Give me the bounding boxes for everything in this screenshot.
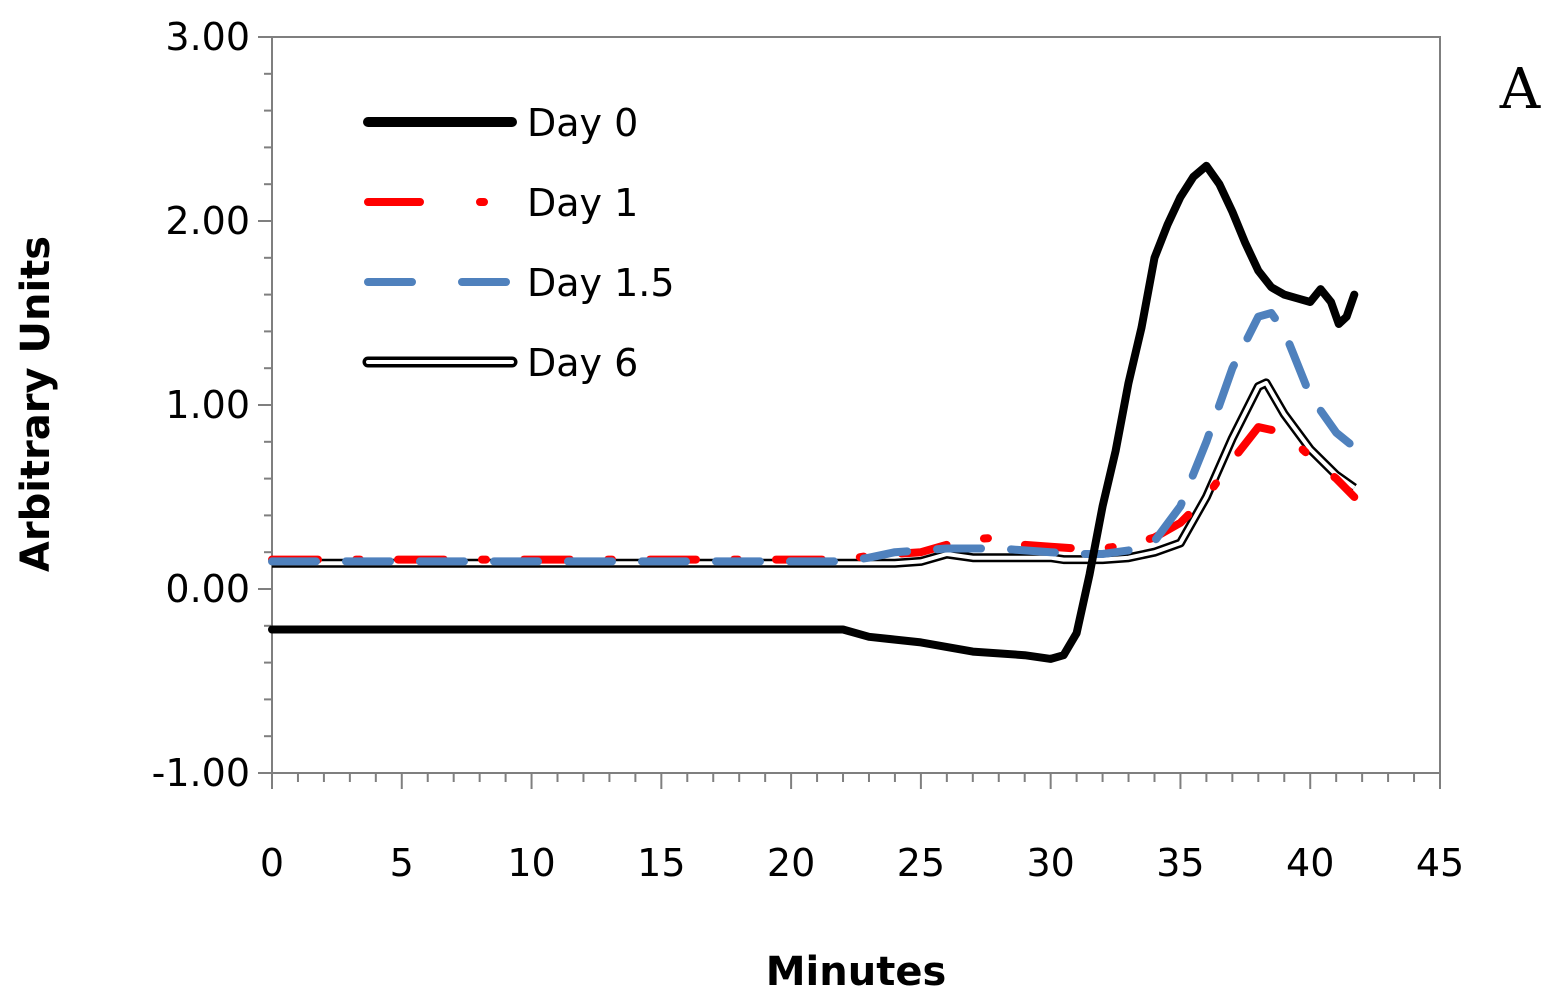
- panel-label: A: [1499, 57, 1541, 122]
- legend: Day 0 Day 1 Day 1.5 Day 6: [362, 101, 675, 385]
- x-tick-label: 40: [1286, 841, 1334, 885]
- x-axis-title: Minutes: [766, 949, 947, 995]
- x-tick-label: 45: [1416, 841, 1464, 885]
- x-tick-label: 5: [390, 841, 414, 885]
- legend-label-day-1: Day 1: [527, 181, 638, 225]
- series-layer: [268, 161, 1359, 663]
- plot-area-border: [271, 36, 1441, 774]
- x-axis: 0 5 10 15 20 25 30 35 40 45: [260, 773, 1464, 885]
- y-axis: 3.00 2.00 1.00 0.00 -1.00: [152, 15, 272, 795]
- x-tick-label: 25: [897, 841, 945, 885]
- x-tick-label: 0: [260, 841, 284, 885]
- y-tick-label: -1.00: [152, 751, 250, 795]
- y-axis-title: Arbitrary Units: [13, 236, 59, 572]
- y-tick-label: 0.00: [165, 567, 250, 611]
- x-tick-label: 10: [507, 841, 555, 885]
- x-tick-label: 20: [767, 841, 815, 885]
- legend-label-day-6: Day 6: [527, 341, 638, 385]
- x-tick-label: 30: [1026, 841, 1074, 885]
- series-line-day-0: [268, 161, 1359, 663]
- plot-frame: [271, 36, 1441, 774]
- series-line-day-1: [268, 423, 1359, 564]
- legend-label-day-1-5: Day 1.5: [527, 261, 675, 305]
- y-tick-label: 2.00: [165, 199, 250, 243]
- series-line-day-1-5: [268, 309, 1359, 566]
- y-tick-label: 3.00: [165, 15, 250, 59]
- x-tick-label: 35: [1156, 841, 1204, 885]
- legend-label-day-0: Day 0: [527, 101, 638, 145]
- x-tick-label: 15: [637, 841, 685, 885]
- y-tick-label: 1.00: [165, 383, 250, 427]
